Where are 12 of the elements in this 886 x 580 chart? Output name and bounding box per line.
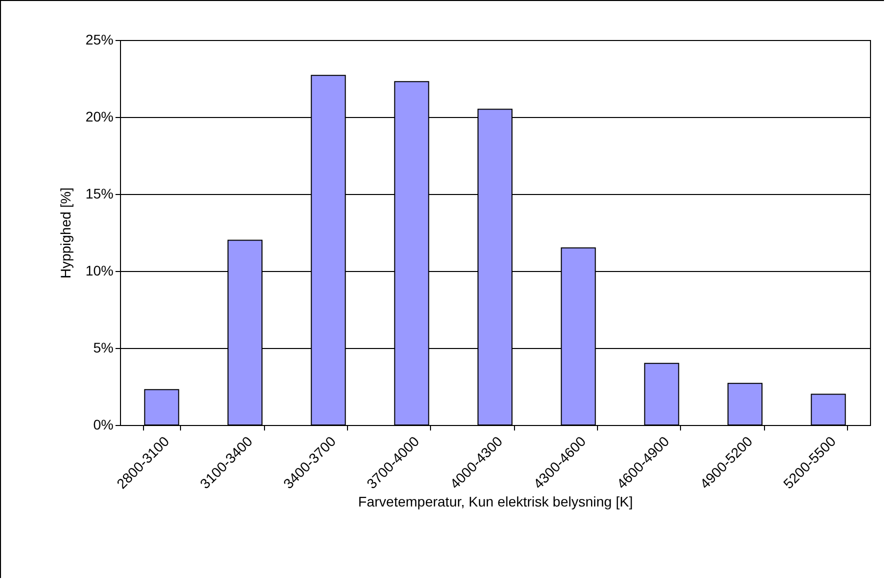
y-tick-label: 5% bbox=[93, 340, 114, 356]
y-tick-label: 15% bbox=[85, 186, 114, 202]
y-tick-label: 25% bbox=[85, 32, 114, 48]
y-axis-title: Hyppighed [%] bbox=[57, 187, 74, 279]
bar bbox=[810, 394, 846, 426]
bar bbox=[644, 362, 680, 426]
x-axis-title: Farvetemperatur, Kun elektrisk belysning [K] bbox=[358, 494, 633, 510]
bar bbox=[728, 382, 762, 426]
y-tick-label: 20% bbox=[85, 108, 114, 124]
bar bbox=[144, 389, 180, 426]
y-tick-label: 10% bbox=[85, 262, 114, 278]
y-tick-label: 0% bbox=[93, 416, 114, 432]
